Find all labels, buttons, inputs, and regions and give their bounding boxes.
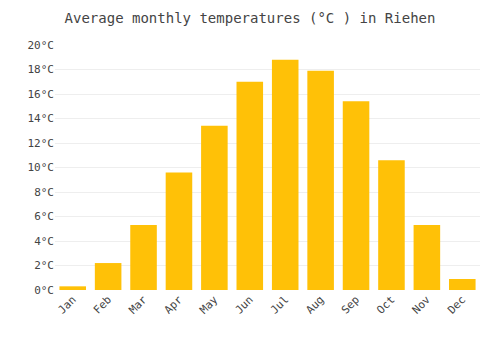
svg-text:Mar: Mar: [126, 293, 150, 317]
svg-text:4°C: 4°C: [34, 235, 54, 248]
svg-text:Oct: Oct: [374, 293, 397, 316]
svg-text:Jul: Jul: [268, 293, 291, 316]
svg-text:Dec: Dec: [445, 293, 468, 316]
svg-text:Nov: Nov: [410, 293, 434, 317]
svg-text:14°C: 14°C: [28, 112, 55, 125]
svg-text:Jan: Jan: [55, 293, 78, 316]
svg-text:Jun: Jun: [233, 293, 256, 316]
svg-text:Sep: Sep: [339, 293, 362, 316]
svg-text:10°C: 10°C: [28, 161, 55, 174]
svg-text:May: May: [197, 293, 221, 317]
svg-text:18°C: 18°C: [28, 63, 55, 76]
svg-text:12°C: 12°C: [28, 137, 55, 150]
svg-text:Aug: Aug: [303, 293, 326, 316]
svg-text:20°C: 20°C: [28, 39, 55, 52]
svg-text:0°C: 0°C: [34, 284, 54, 297]
svg-text:Apr: Apr: [162, 293, 186, 317]
svg-text:16°C: 16°C: [28, 88, 55, 101]
svg-text:8°C: 8°C: [34, 186, 54, 199]
svg-text:Feb: Feb: [91, 293, 114, 316]
svg-text:2°C: 2°C: [34, 259, 54, 272]
svg-text:Average monthly temperatures (: Average monthly temperatures (°C ) in Ri…: [65, 10, 436, 26]
svg-text:6°C: 6°C: [34, 210, 54, 223]
